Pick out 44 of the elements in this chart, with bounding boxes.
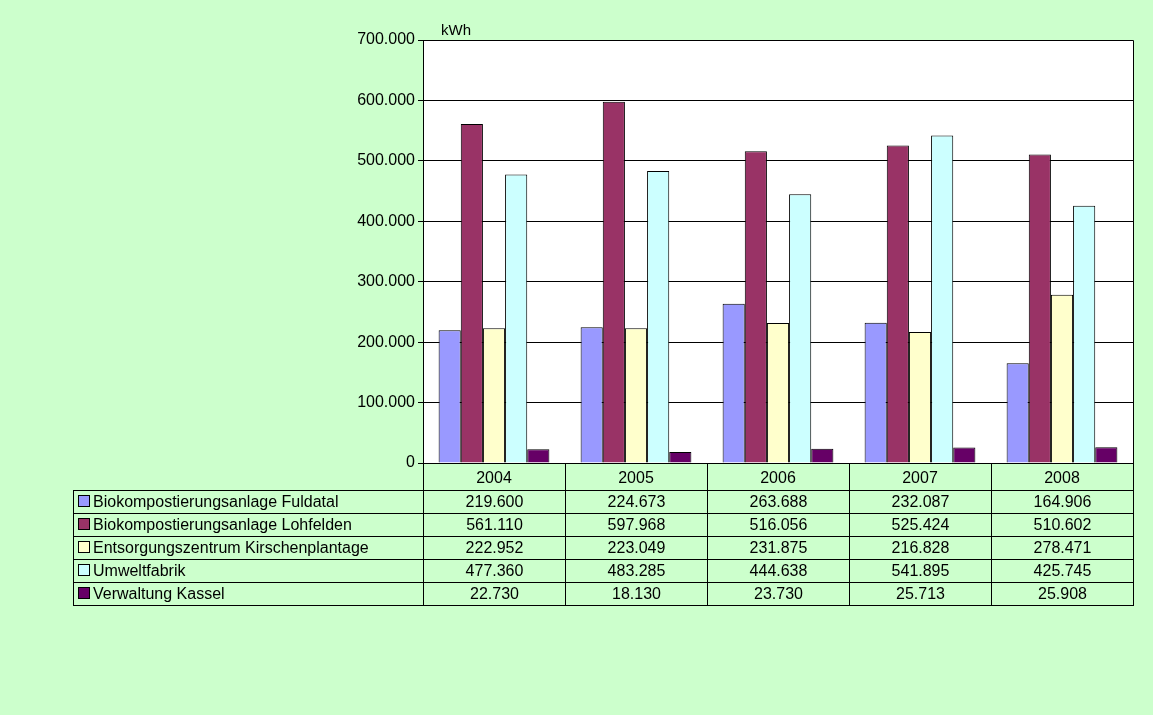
data-label: 164.906 (991, 490, 1134, 514)
data-label: 278.471 (991, 536, 1134, 560)
data-label: 516.056 (707, 513, 850, 537)
data-label: 483.285 (565, 559, 708, 583)
data-label: 223.049 (565, 536, 708, 560)
x-tick-label: 2004 (476, 469, 512, 487)
data-label: 597.968 (565, 513, 708, 537)
data-label: 222.952 (423, 536, 566, 560)
data-label: 18.130 (565, 582, 708, 606)
data-label: 425.745 (991, 559, 1134, 583)
data-label: 25.713 (849, 582, 992, 606)
data-label: 525.424 (849, 513, 992, 537)
data-label: 216.828 (849, 536, 992, 560)
data-label: 561.110 (423, 513, 566, 537)
data-label: 25.908 (991, 582, 1134, 606)
data-label: 444.638 (707, 559, 850, 583)
y-tick-label: 0 (406, 453, 416, 471)
y-tick-label: 700.000 (357, 30, 416, 48)
data-label: 23.730 (707, 582, 850, 606)
legend-label: Biokompostierungsanlage Lohfelden (73, 513, 424, 537)
x-tick-label: 2008 (1044, 469, 1080, 487)
data-label: 263.688 (707, 490, 850, 514)
data-label: 231.875 (707, 536, 850, 560)
data-label: 224.673 (565, 490, 708, 514)
data-label: 232.087 (849, 490, 992, 514)
x-tick-label: 2007 (902, 469, 938, 487)
x-tick-label: 2006 (760, 469, 796, 487)
y-tick-label: 200.000 (357, 332, 416, 350)
legend-label: Verwaltung Kassel (73, 582, 424, 606)
y-tick-label: 400.000 (357, 211, 416, 229)
data-label: 510.602 (991, 513, 1134, 537)
legend-label: Umweltfabrik (73, 559, 424, 583)
y-tick-label: 500.000 (357, 151, 416, 169)
legend-label: Biokompostierungsanlage Fuldatal (73, 490, 424, 514)
y-tick-label: 300.000 (357, 272, 416, 290)
y-axis-title: kWh (441, 20, 471, 38)
x-tick-label: 2005 (618, 469, 654, 487)
legend-label: Entsorgungszentrum Kirschenplantage (73, 536, 424, 560)
data-label: 541.895 (849, 559, 992, 583)
data-label: 477.360 (423, 559, 566, 583)
data-label: 219.600 (423, 490, 566, 514)
y-tick-label: 600.000 (357, 90, 416, 108)
y-tick-label: 100.000 (357, 392, 416, 410)
data-label: 22.730 (423, 582, 566, 606)
